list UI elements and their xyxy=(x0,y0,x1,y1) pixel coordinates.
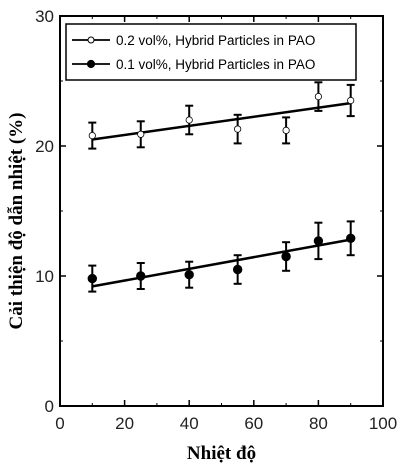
legend-label: 0.2 vol%, Hybrid Particles in PAO xyxy=(116,33,315,48)
data-point xyxy=(281,251,291,262)
data-point xyxy=(136,271,146,281)
legend-marker xyxy=(86,59,96,69)
legend-label: 0.1 vol%, Hybrid Particles in PAO xyxy=(116,57,315,72)
x-tick-label: 20 xyxy=(115,414,134,433)
x-tick-label: 80 xyxy=(309,414,328,433)
x-tick-label: 40 xyxy=(180,414,199,433)
series-1 xyxy=(88,81,355,150)
series-2 xyxy=(87,220,356,293)
data-point xyxy=(314,93,322,101)
data-point xyxy=(88,132,96,140)
y-tick-label: 30 xyxy=(35,7,54,26)
data-point xyxy=(346,233,356,244)
legend-marker xyxy=(87,36,95,44)
fit-line xyxy=(92,238,351,288)
data-point xyxy=(185,116,193,124)
data-point xyxy=(282,126,290,134)
y-tick-label: 0 xyxy=(45,397,54,416)
y-axis-title: Cải thiện độ dẫn nhiệt (%) xyxy=(6,113,27,330)
data-point xyxy=(137,130,145,138)
x-tick-label: 0 xyxy=(55,414,64,433)
fit-line xyxy=(92,101,351,141)
x-tick-label: 100 xyxy=(369,414,397,433)
data-point xyxy=(347,96,355,105)
legend-box xyxy=(65,23,357,81)
y-tick-label: 20 xyxy=(35,137,54,156)
data-point xyxy=(313,236,324,246)
y-tick-label: 10 xyxy=(35,267,54,286)
data-point xyxy=(184,270,194,280)
x-axis-title: Nhiệt độ xyxy=(187,443,256,464)
data-point xyxy=(232,264,243,275)
data-point xyxy=(87,273,98,284)
x-tick-label: 60 xyxy=(244,414,263,433)
data-point xyxy=(234,125,242,133)
